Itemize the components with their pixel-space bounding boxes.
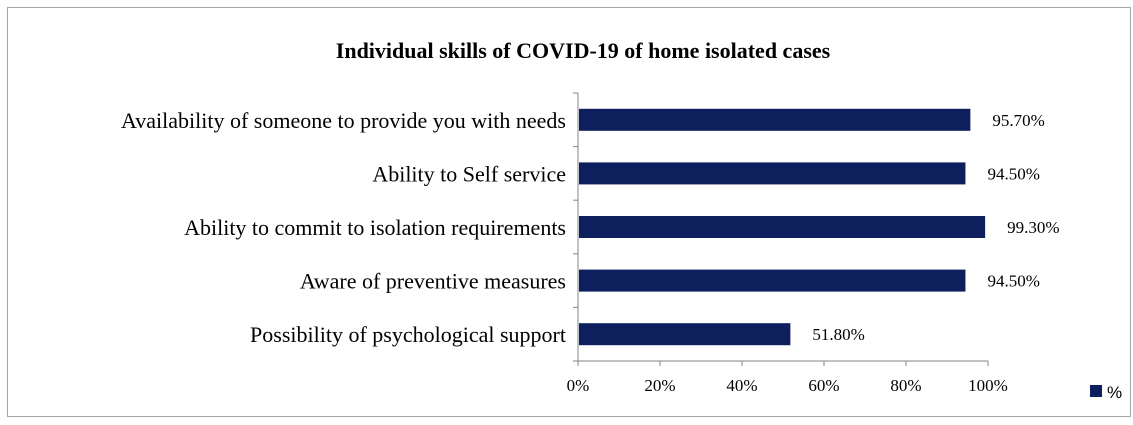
data-label: 95.70% xyxy=(992,111,1044,130)
data-label: 51.80% xyxy=(812,325,864,344)
data-label: 94.50% xyxy=(987,164,1039,183)
bar xyxy=(579,269,966,292)
category-label: Possibility of psychological support xyxy=(250,322,566,347)
bar xyxy=(579,216,986,238)
x-tick-label: 40% xyxy=(726,376,757,395)
axes-group: 0% 20% 40% 60% 80% 100% xyxy=(567,92,1008,395)
x-tick-label: 0% xyxy=(567,376,590,395)
data-label: 99.30% xyxy=(1007,218,1059,237)
bar xyxy=(579,323,791,346)
bar-chart: Individual skills of COVID-19 of home is… xyxy=(121,38,1122,402)
category-label: Ability to commit to isolation requireme… xyxy=(184,215,566,240)
bar xyxy=(579,108,971,131)
bar xyxy=(579,162,966,185)
x-tick-label: 100% xyxy=(968,376,1008,395)
legend-swatch xyxy=(1090,385,1102,397)
chart-frame: Individual skills of COVID-19 of home is… xyxy=(7,7,1131,417)
category-label: Availability of someone to provide you w… xyxy=(121,108,566,133)
legend: % xyxy=(1090,383,1122,402)
labels-group: Availability of someone to provide you w… xyxy=(121,108,1060,347)
category-label: Ability to Self service xyxy=(372,161,566,186)
x-tick-label: 60% xyxy=(808,376,839,395)
x-tick-label: 80% xyxy=(890,376,921,395)
x-tick-label: 20% xyxy=(644,376,675,395)
bars-group xyxy=(579,108,986,346)
data-label: 94.50% xyxy=(987,272,1039,291)
chart-title: Individual skills of COVID-19 of home is… xyxy=(336,38,831,63)
category-label: Aware of preventive measures xyxy=(300,269,566,294)
legend-label: % xyxy=(1107,383,1122,402)
